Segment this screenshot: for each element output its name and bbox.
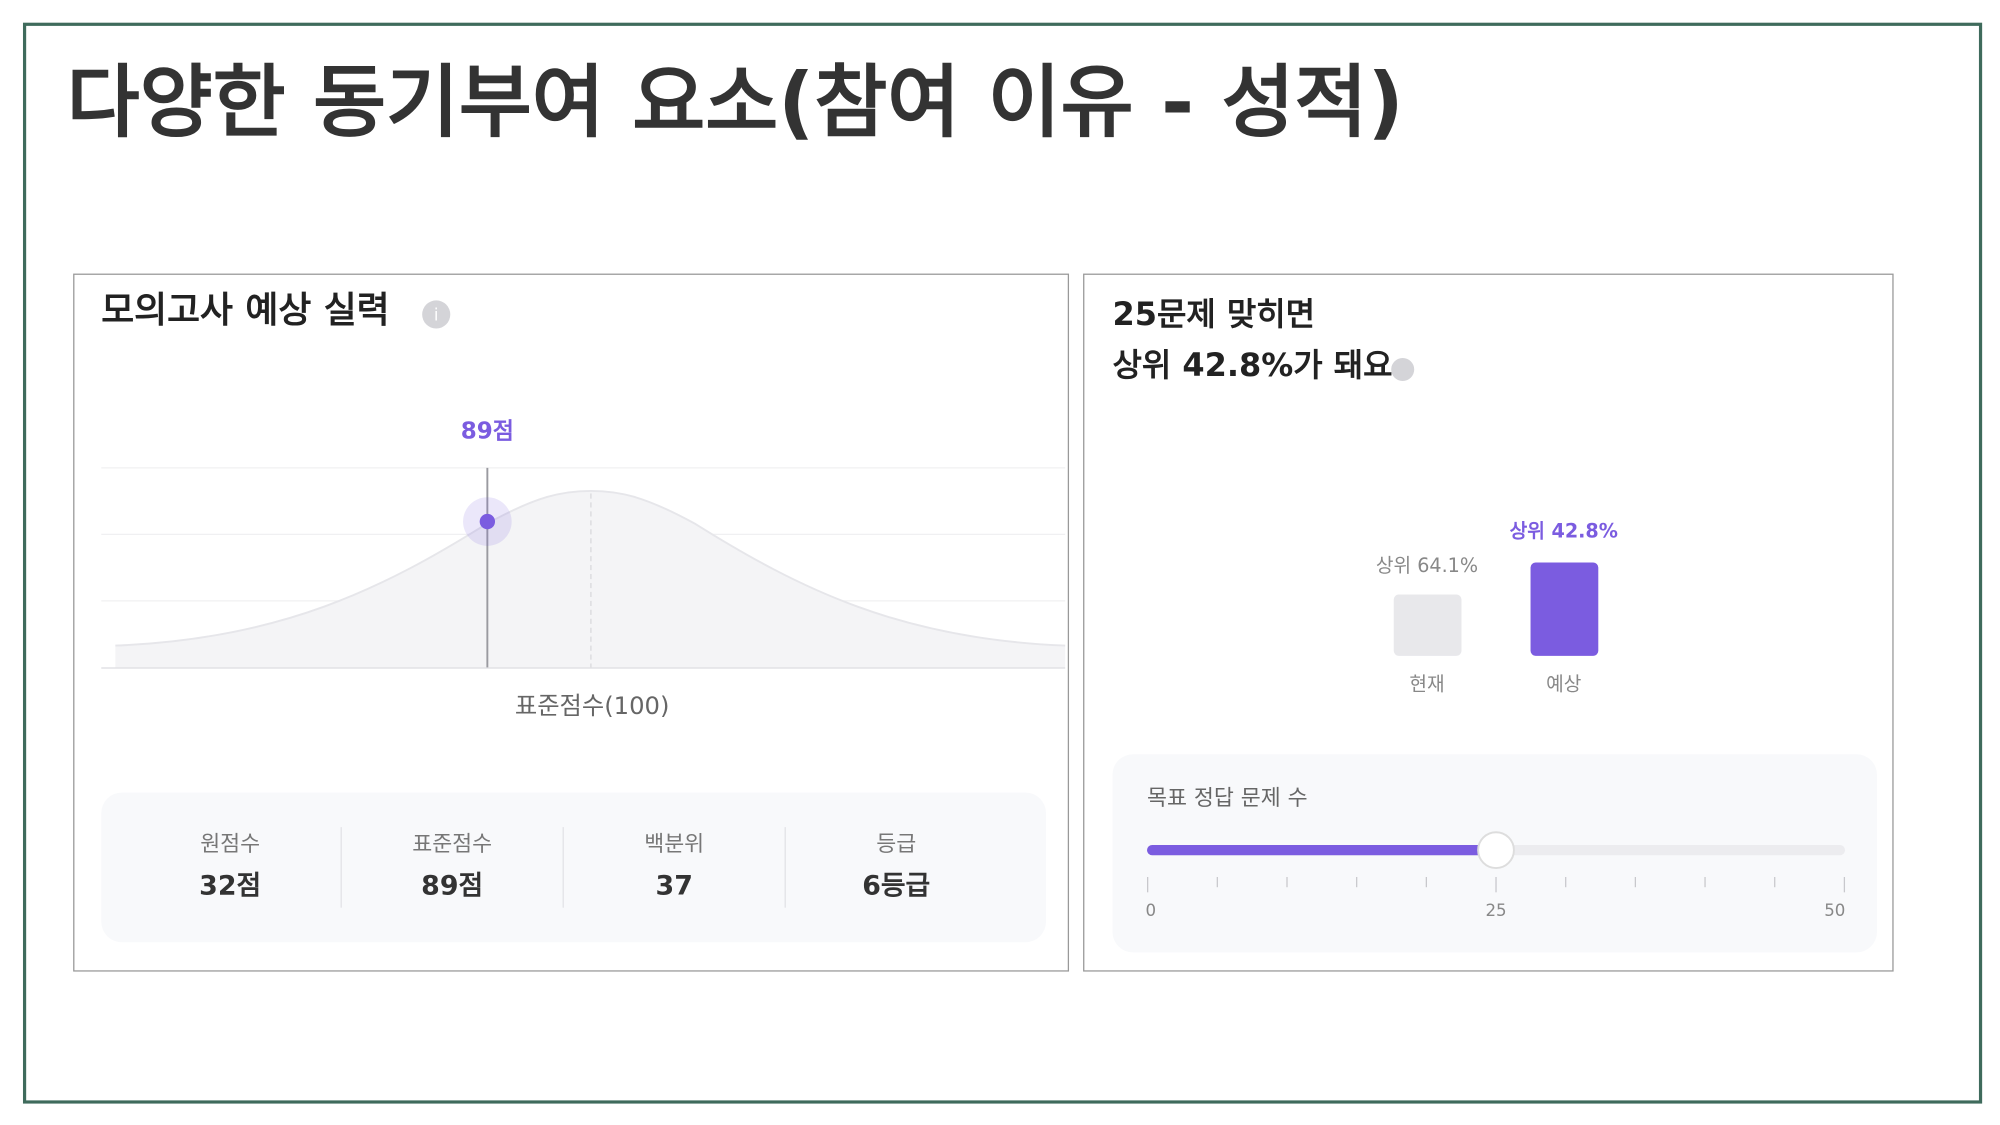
panel-title-line: 25문제 맞히면 xyxy=(1113,295,1316,333)
score-dot xyxy=(479,513,496,530)
bar-expected xyxy=(1530,562,1599,656)
stat-value: 6등급 xyxy=(862,871,930,902)
info-icon-glyph: i xyxy=(434,305,439,324)
panel-title: 모의고사 예상 실력 xyxy=(101,290,389,331)
bar-label: 상위 42.8% xyxy=(1510,519,1618,542)
stat-value: 89점 xyxy=(421,871,483,902)
slider-box: 목표 정답 문제 수 0 25 50 xyxy=(1112,754,1877,953)
stat-label: 원점수 xyxy=(200,832,260,857)
info-icon[interactable] xyxy=(422,300,451,329)
slider-tick-label: 0 xyxy=(1146,901,1157,920)
slider-fill xyxy=(1147,845,1497,856)
slider-knob[interactable] xyxy=(1477,831,1515,869)
bar-category: 현재 xyxy=(1409,673,1444,696)
stat-label: 등급 xyxy=(876,832,916,857)
stat-label: 백분위 xyxy=(644,832,704,857)
stat-label: 표준점수 xyxy=(412,832,492,857)
stat-value: 37 xyxy=(656,871,693,902)
panel-title-line: 상위 42.8%가 돼요 xyxy=(1113,346,1393,384)
bar-label: 상위 64.1% xyxy=(1376,554,1478,577)
slider-label: 목표 정답 문제 수 xyxy=(1147,786,1308,811)
bar-category: 예상 xyxy=(1546,673,1581,696)
info-icon[interactable] xyxy=(1391,357,1415,381)
rank-bars: 상위 64.1% 현재 상위 42.8% 예상 xyxy=(1376,519,1618,695)
axis-label: 표준점수(100) xyxy=(515,691,670,720)
slider-tick-label: 25 xyxy=(1485,901,1506,920)
stats-background xyxy=(101,792,1047,943)
stats-box: 원점수 32점 표준점수 89점 백분위 37 등급 6등급 xyxy=(101,792,1047,943)
curve-line xyxy=(115,489,1066,647)
bar-current xyxy=(1393,594,1462,656)
score-label: 89점 xyxy=(461,419,514,445)
stat-value: 32점 xyxy=(199,871,261,902)
distribution-chart: 89점 표준점수(100) xyxy=(101,419,1066,720)
slider-tick-label: 50 xyxy=(1824,901,1845,920)
slide-title: 다양한 동기부여 요소(참여 이유 - 성적) xyxy=(67,55,1404,148)
